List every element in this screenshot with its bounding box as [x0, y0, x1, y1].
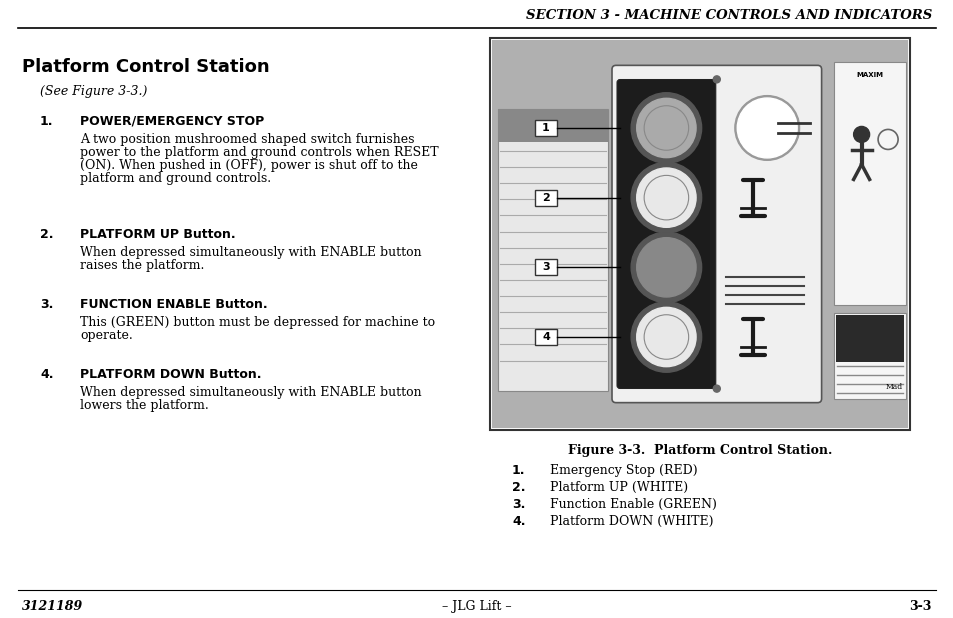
Text: 2.: 2.: [40, 228, 53, 241]
Text: operate.: operate.: [80, 329, 132, 342]
Bar: [834, 62, 905, 305]
Text: power to the platform and ground controls when RESET: power to the platform and ground control…: [80, 146, 438, 159]
FancyBboxPatch shape: [612, 66, 821, 403]
Circle shape: [631, 302, 700, 372]
Bar: [535, 260, 557, 276]
Text: 2: 2: [541, 193, 549, 203]
Text: MAXIM: MAXIM: [856, 72, 882, 77]
Text: FUNCTION ENABLE Button.: FUNCTION ENABLE Button.: [80, 298, 268, 311]
Text: (ON). When pushed in (OFF), power is shut off to the: (ON). When pushed in (OFF), power is shu…: [80, 159, 417, 172]
Bar: [834, 313, 905, 399]
Text: 2.: 2.: [512, 481, 525, 494]
Circle shape: [636, 98, 696, 158]
Text: 1.: 1.: [40, 115, 53, 128]
Circle shape: [636, 307, 696, 366]
Circle shape: [636, 238, 696, 297]
Text: Platform DOWN (WHITE): Platform DOWN (WHITE): [550, 515, 713, 528]
Text: Function Enable (GREEN): Function Enable (GREEN): [550, 498, 716, 511]
Bar: [492, 40, 907, 428]
Text: 3: 3: [541, 262, 549, 273]
Text: 3.: 3.: [512, 498, 525, 511]
Text: 3121189: 3121189: [22, 600, 83, 613]
Text: A two position mushroomed shaped switch furnishes: A two position mushroomed shaped switch …: [80, 133, 414, 146]
Circle shape: [631, 93, 700, 163]
Text: 4: 4: [541, 332, 549, 342]
Circle shape: [636, 168, 696, 227]
Text: 3.: 3.: [40, 298, 53, 311]
Text: Mad: Mad: [885, 383, 902, 391]
Text: raises the platform.: raises the platform.: [80, 259, 204, 272]
Text: 4.: 4.: [40, 368, 53, 381]
Text: SECTION 3 - MACHINE CONTROLS AND INDICATORS: SECTION 3 - MACHINE CONTROLS AND INDICAT…: [525, 9, 931, 22]
Text: 1.: 1.: [512, 464, 525, 477]
Text: When depressed simultaneously with ENABLE button: When depressed simultaneously with ENABL…: [80, 246, 421, 259]
Bar: [490, 38, 909, 430]
Text: lowers the platform.: lowers the platform.: [80, 399, 209, 412]
Text: 4.: 4.: [512, 515, 525, 528]
Bar: [535, 329, 557, 345]
Text: (See Figure 3-3.): (See Figure 3-3.): [40, 85, 147, 98]
Bar: [836, 315, 903, 362]
Bar: [535, 120, 557, 136]
Circle shape: [631, 163, 700, 233]
Text: PLATFORM UP Button.: PLATFORM UP Button.: [80, 228, 235, 241]
Circle shape: [853, 127, 869, 142]
Text: POWER/EMERGENCY STOP: POWER/EMERGENCY STOP: [80, 115, 264, 128]
FancyBboxPatch shape: [617, 80, 715, 389]
Bar: [497, 109, 607, 142]
Text: – JLG Lift –: – JLG Lift –: [442, 600, 511, 613]
Circle shape: [734, 96, 799, 160]
Circle shape: [713, 385, 720, 392]
Text: When depressed simultaneously with ENABLE button: When depressed simultaneously with ENABL…: [80, 386, 421, 399]
Circle shape: [713, 76, 720, 83]
Circle shape: [737, 98, 797, 158]
Text: 1: 1: [541, 123, 549, 133]
Circle shape: [631, 232, 700, 303]
Text: Emergency Stop (RED): Emergency Stop (RED): [550, 464, 697, 477]
Bar: [535, 190, 557, 206]
Text: PLATFORM DOWN Button.: PLATFORM DOWN Button.: [80, 368, 261, 381]
Text: Figure 3-3.  Platform Control Station.: Figure 3-3. Platform Control Station.: [567, 444, 831, 457]
Text: 3-3: 3-3: [908, 600, 931, 613]
Text: Platform UP (WHITE): Platform UP (WHITE): [550, 481, 687, 494]
Text: platform and ground controls.: platform and ground controls.: [80, 172, 271, 185]
Text: This (GREEN) button must be depressed for machine to: This (GREEN) button must be depressed fo…: [80, 316, 435, 329]
Text: Platform Control Station: Platform Control Station: [22, 58, 270, 76]
Bar: [497, 109, 607, 391]
